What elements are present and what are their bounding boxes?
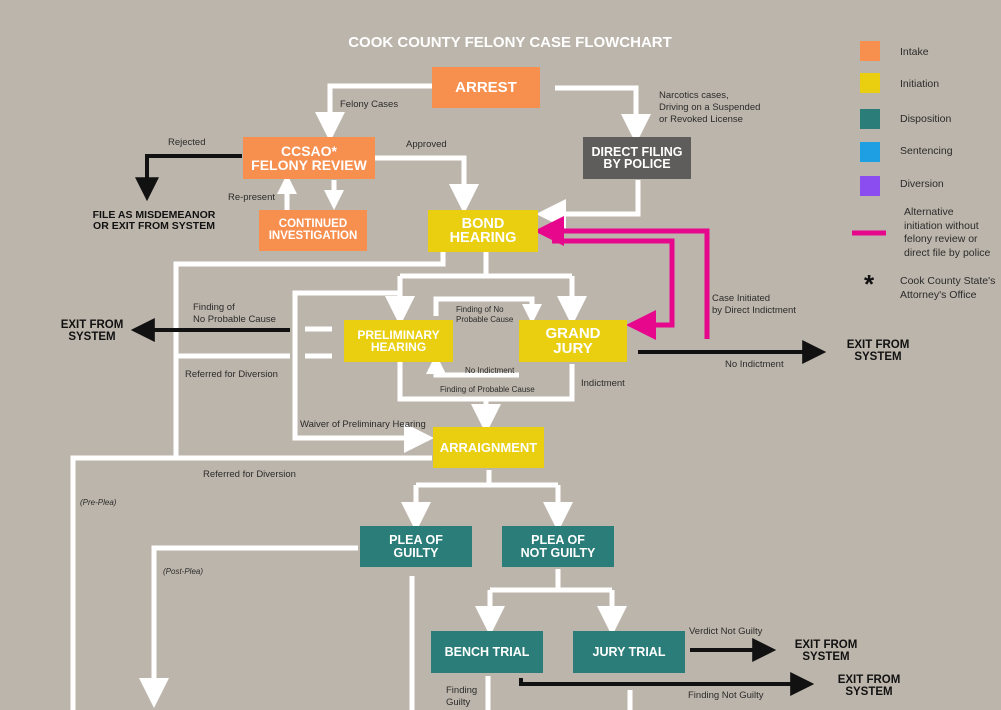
plea-guilty-box: PLEA OF GUILTY [360, 526, 472, 567]
file-misdemeanor-label: FILE AS MISDEMEANOR OR EXIT FROM SYSTEM [92, 209, 216, 232]
finding-not-guilty-label: Finding Not Guilty [688, 690, 764, 701]
post-plea-line [139, 545, 358, 708]
exit-left-label: EXIT FROM SYSTEM [60, 319, 124, 343]
rejected-label: Rejected [168, 137, 206, 148]
bond-left-line [173, 252, 446, 458]
arraignment-box: ARRAIGNMENT [433, 427, 544, 468]
legend-disposition-label: Disposition [900, 113, 952, 125]
preliminary-hearing-box: PRELIMINARY HEARING [344, 320, 453, 362]
represent-label: Re-present [228, 192, 275, 203]
finding-guilty-label: Finding Guilty [446, 685, 478, 708]
waiver-line [292, 290, 434, 453]
bench-trial-box: BENCH TRIAL [431, 631, 543, 673]
finding-no-pc-mid-label: Finding of No Probable Cause [456, 305, 514, 324]
approved-line [375, 155, 479, 214]
waiver-label: Waiver of Preliminary Hearing [300, 419, 426, 430]
arrest-to-review-line [315, 83, 432, 142]
jury-trial-box: JURY TRIAL [573, 631, 685, 673]
legend-asterisk-icon: * [864, 269, 875, 299]
legend-diversion-label: Diversion [900, 178, 944, 190]
legend-initiation-label: Initiation [900, 78, 940, 90]
legend-alt-initiation-label: Alternative initiation without felony re… [904, 206, 991, 259]
grand-jury-box: GRAND JURY [519, 320, 627, 362]
approved-label: Approved [406, 139, 447, 150]
pre-plea-label: (Pre-Plea) [80, 498, 117, 507]
pre-plea-line [70, 455, 432, 710]
exit-grand-jury-label: EXIT FROM SYSTEM [846, 339, 910, 363]
no-indictment-inner-line [426, 354, 519, 378]
no-indictment-right-label: No Indictment [725, 359, 784, 370]
direct-to-bond-line [536, 180, 641, 229]
referred-diversion-label-2: Referred for Diversion [203, 469, 296, 480]
chart-title: COOK COUNTY FELONY CASE FLOWCHART [348, 34, 672, 51]
finding-not-guilty-line [519, 672, 815, 696]
narcotics-label: Narcotics cases, Driving on a Suspended … [659, 90, 761, 125]
arrest-box: ARREST [432, 67, 540, 108]
legend-sentencing-label: Sentencing [900, 145, 953, 157]
legend-sentencing-swatch [860, 142, 880, 162]
legend-intake-label: Intake [900, 46, 929, 58]
finding-pc-label: Finding of Probable Cause [440, 385, 535, 394]
legend-initiation-swatch [860, 73, 880, 93]
felony-review-box: CCSAO* FELONY REVIEW [243, 137, 375, 179]
rejected-line [135, 154, 242, 202]
arrest-to-direct-line [555, 85, 651, 144]
mid-no-pc-line [433, 296, 542, 324]
no-indictment-inner-label: No Indictment [465, 366, 515, 375]
direct-indictment-line-outer [534, 216, 710, 339]
direct-indictment-line-inner [552, 238, 675, 340]
exit-jury-trial-label: EXIT FROM SYSTEM [794, 639, 858, 663]
post-plea-label: (Post-Plea) [163, 567, 204, 576]
indictment-label: Indictment [581, 378, 625, 389]
finding-no-pc-left-label: Finding of No Probable Cause [193, 302, 276, 325]
bond-hearing-box: BOND HEARING [428, 210, 538, 252]
legend-ccsao-label: Cook County State's Attorney's Office [900, 275, 996, 301]
direct-filing-box: DIRECT FILING BY POLICE [583, 137, 691, 179]
verdict-not-guilty-label: Verdict Not Guilty [689, 626, 763, 637]
referred-diversion-label-1: Referred for Diversion [185, 369, 278, 380]
legend-intake-swatch [860, 41, 880, 61]
plea-not-guilty-box: PLEA OF NOT GUILTY [502, 526, 614, 567]
continued-investigation-box: CONTINUED INVESTIGATION [259, 210, 367, 251]
legend-disposition-swatch [860, 109, 880, 129]
case-initiated-label: Case Initiated by Direct Indictment [712, 293, 796, 316]
legend-diversion-swatch [860, 176, 880, 196]
felony-cases-label: Felony Cases [340, 99, 399, 110]
exit-bench-trial-label: EXIT FROM SYSTEM [837, 674, 901, 698]
